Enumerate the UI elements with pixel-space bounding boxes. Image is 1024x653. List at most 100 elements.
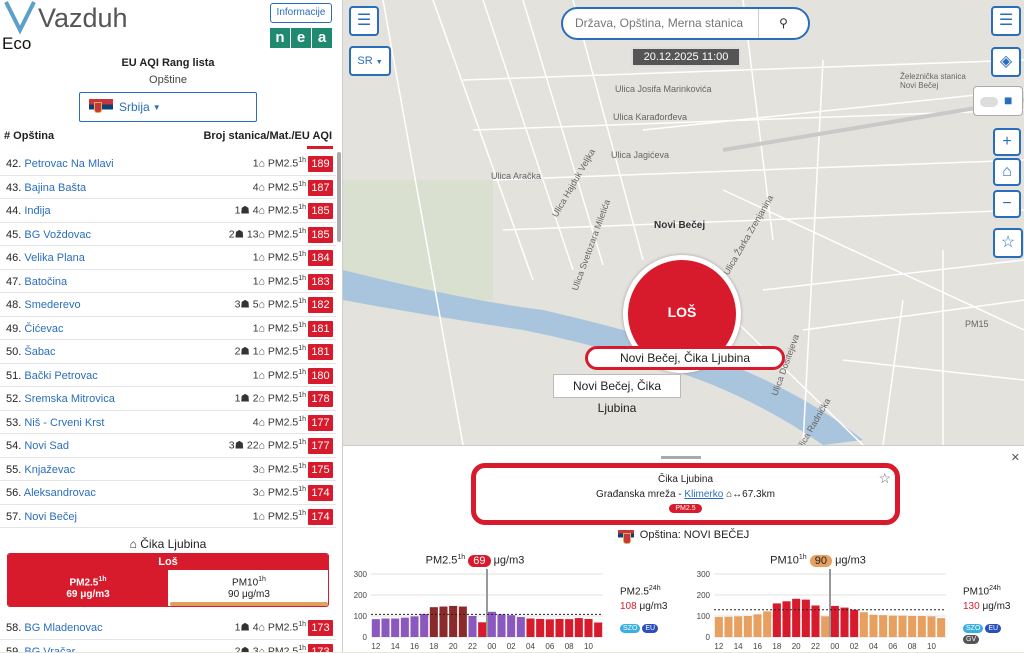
row-meta: 1⌂ PM2.51h <box>253 369 306 382</box>
favorites-button[interactable]: ☆ <box>993 228 1023 258</box>
car-icon: ■ <box>1004 92 1013 108</box>
row-city[interactable]: Novi Bečej <box>24 510 77 523</box>
table-row[interactable]: 46. Velika Plana 1⌂ PM2.51h 184 <box>0 246 336 270</box>
table-row[interactable]: 57. Novi Bečej 1⌂ PM2.51h 174 <box>0 505 336 528</box>
badge-szo[interactable]: SZO <box>620 624 641 634</box>
row-rank: 57. <box>6 510 22 523</box>
row-meta-text: 1⌂ PM2.5 <box>252 369 299 381</box>
row-city[interactable]: Knjaževac <box>24 463 76 476</box>
row-label: 58. BG Mladenovac <box>6 622 103 634</box>
row-city[interactable]: Petrovac Na Mlavi <box>24 158 114 170</box>
table-row[interactable]: 42. Petrovac Na Mlavi 1⌂ PM2.51h 189 <box>0 152 336 176</box>
pm25-bars[interactable]: 300 200 100 012 14 16 18 20 22 00 02 04 06 08 10 <box>345 549 620 653</box>
row-city[interactable]: Niš - Crveni Krst <box>24 416 105 429</box>
row-city[interactable]: Smederevo <box>24 299 81 311</box>
row-city[interactable]: Aleksandrovac <box>23 487 96 499</box>
pm10-value: 90 μg/m3 <box>228 589 270 601</box>
x-tick-label: 18 <box>772 642 781 651</box>
map-area[interactable]: Ulica Josifa Marinkovića Ulica Karađorđe… <box>343 0 1024 445</box>
table-row[interactable]: 55. Knjaževac 3⌂ PM2.51h 175 <box>0 458 336 481</box>
language-select[interactable]: SR ▼ <box>349 46 391 76</box>
search-icon[interactable]: ⚲ <box>758 9 808 38</box>
row-city[interactable]: Batočina <box>24 275 68 288</box>
network-link[interactable]: Klimerko <box>684 489 724 500</box>
row-meta: 1☗ 4⌂ PM2.51h <box>235 621 306 634</box>
badge-eu[interactable]: EU <box>642 624 659 634</box>
row-meta-text: 1☗ 4⌂ PM2.5 <box>234 621 299 634</box>
layers-icon: ◈ <box>999 53 1013 70</box>
chart-bar <box>458 606 467 637</box>
row-city[interactable]: Inđija <box>24 205 51 217</box>
row-rank: 44. <box>6 205 22 217</box>
table-row[interactable]: 52. Sremska Mitrovica 1☗ 2⌂ PM2.51h 178 <box>0 387 336 411</box>
row-city[interactable]: Bajina Bašta <box>24 181 87 194</box>
info-button[interactable]: Informacije <box>270 3 332 23</box>
aqi-badge: 185 <box>308 226 333 243</box>
row-rank: 48. <box>6 299 22 311</box>
table-row[interactable]: 51. Bački Petrovac 1⌂ PM2.51h 180 <box>0 364 336 387</box>
chart-bar <box>792 598 801 637</box>
datetime-badge[interactable]: 20.12.2025 11:00 <box>631 47 741 67</box>
table-row[interactable]: 53. Niš - Crveni Krst 4⌂ PM2.51h 177 <box>0 411 336 434</box>
country-select[interactable]: Srbija ▼ <box>79 92 257 122</box>
table-row[interactable]: 45. BG Voždovac 2☗ 13⌂ PM2.51h 185 <box>0 223 336 246</box>
row-city[interactable]: Velika Plana <box>24 252 85 264</box>
row-city[interactable]: Sremska Mitrovica <box>24 393 115 405</box>
zoom-out-button[interactable]: − <box>993 190 1021 218</box>
table-row[interactable]: 50. Šabac 2☗ 1⌂ PM2.51h 181 <box>0 340 336 364</box>
nea-logo[interactable]: n e a <box>270 28 332 48</box>
chart-bar <box>743 616 752 637</box>
table-row[interactable]: 58. BG Mladenovac 1☗ 4⌂ PM2.51h 173 <box>0 616 336 640</box>
row-city[interactable]: BG Vračar <box>24 645 76 653</box>
side-value: 130 <box>963 601 980 613</box>
x-tick-label: 06 <box>545 642 554 651</box>
close-icon[interactable]: ✕ <box>1010 452 1020 464</box>
favorite-star-icon[interactable]: ☆ <box>878 470 891 486</box>
row-city[interactable]: Novi Sad <box>24 440 69 452</box>
chart-bar <box>536 618 545 637</box>
row-meta-text: 1☗ 2⌂ PM2.5 <box>234 392 299 405</box>
row-city[interactable]: BG Voždovac <box>24 228 92 241</box>
badge-eu[interactable]: EU <box>985 624 1002 634</box>
chart-bar <box>782 601 791 637</box>
badge-szo[interactable]: SZO <box>963 624 984 634</box>
traffic-toggle[interactable]: ■ <box>973 86 1023 116</box>
home-button[interactable]: ⌂ <box>993 158 1021 186</box>
chart-bar <box>381 618 390 637</box>
row-city[interactable]: BG Mladenovac <box>24 622 103 634</box>
chart-unit: μg/m3 <box>835 554 866 567</box>
row-city[interactable]: Čićevac <box>24 322 64 335</box>
row-meta-text: 3⌂ PM2.5 <box>252 463 299 475</box>
search-input[interactable]: Država, Opština, Merna stanica ⚲ <box>561 7 810 40</box>
side-sup: 24h <box>648 585 661 592</box>
star-icon: ☆ <box>1000 234 1016 251</box>
row-rank: 49. <box>6 322 22 335</box>
table-row[interactable]: 49. Čićevac 1⌂ PM2.51h 181 <box>0 317 336 340</box>
list-menu-button[interactable]: ☰ <box>991 6 1021 36</box>
table-row[interactable]: 48. Smederevo 3☗ 5⌂ PM2.51h 182 <box>0 293 336 317</box>
scrollbar[interactable] <box>337 152 341 242</box>
table-row[interactable]: 59. BG Vračar 2☗ 3⌂ PM2.51h 173 <box>0 640 336 653</box>
app-logo[interactable]: Vazduh Eco <box>0 0 130 53</box>
serbia-flag-icon <box>89 99 113 115</box>
row-city[interactable]: Šabac <box>24 346 56 358</box>
table-row[interactable]: 43. Bajina Bašta 4⌂ PM2.51h 187 <box>0 176 336 199</box>
zoom-in-button[interactable]: + <box>993 128 1021 156</box>
table-row[interactable]: 47. Batočina 1⌂ PM2.51h 183 <box>0 270 336 293</box>
drag-handle[interactable] <box>661 456 701 459</box>
distance: ⌂↔67.3km <box>726 489 775 500</box>
place-name: Novi Bečej <box>654 220 706 231</box>
table-row[interactable]: 44. Inđija 1☗ 4⌂ PM2.51h 185 <box>0 199 336 223</box>
menu-button[interactable]: ☰ <box>349 6 379 36</box>
row-rank: 56. <box>6 487 22 499</box>
layers-button[interactable]: ◈ <box>991 47 1021 77</box>
chart-bar <box>927 616 936 637</box>
badge-gv[interactable]: GV <box>963 635 980 645</box>
table-row[interactable]: 56. Aleksandrovac 3⌂ PM2.51h 174 <box>0 481 336 505</box>
marker-label[interactable]: Novi Bečej, Čika Ljubina <box>585 346 785 370</box>
table-row[interactable]: 54. Novi Sad 3☗ 22⌂ PM2.51h 177 <box>0 434 336 458</box>
row-city[interactable]: Bački Petrovac <box>24 369 98 382</box>
row-label: 56. Aleksandrovac <box>6 487 96 499</box>
station-summary[interactable]: Loš PM2.51h 69 μg/m3 PM101h 90 μg/m3 <box>7 553 329 607</box>
pm10-bars[interactable]: 300 200 100 012 14 16 18 20 22 00 02 04 06 08 10 <box>688 549 963 653</box>
